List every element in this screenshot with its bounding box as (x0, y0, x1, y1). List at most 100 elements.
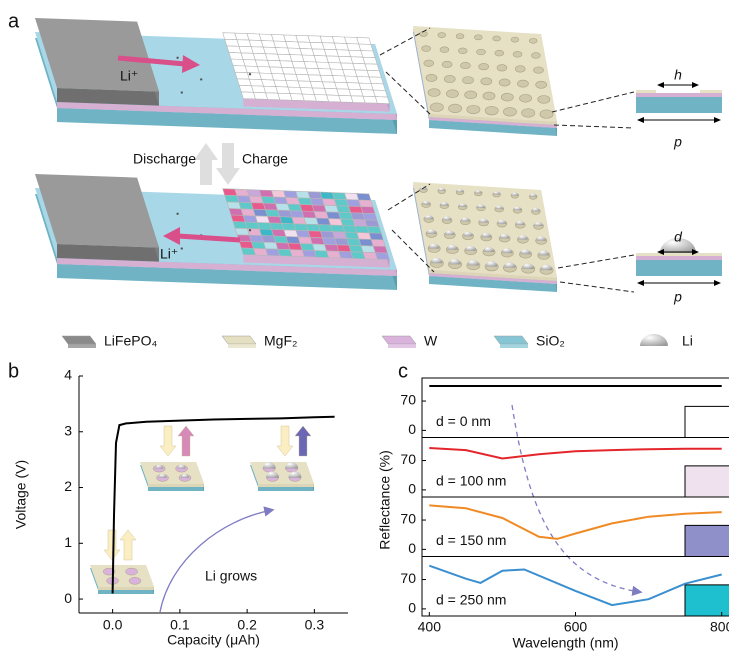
grid-cell (261, 41, 275, 48)
grid-cell (251, 242, 265, 249)
grid-cell (241, 92, 255, 99)
grid-cell (312, 205, 326, 212)
hole (444, 75, 455, 82)
y-tick-label: 1 (64, 534, 72, 550)
hole (534, 67, 544, 73)
panel-label: a (8, 10, 20, 32)
connector (552, 92, 634, 112)
hole (420, 31, 428, 36)
hole (426, 74, 437, 81)
hole (428, 89, 440, 97)
grid-cell (341, 219, 355, 226)
charge-label: Charge (242, 151, 288, 167)
grid-cell (286, 237, 300, 244)
light-arrow (160, 426, 176, 456)
layer (636, 93, 722, 97)
box-front (98, 590, 154, 594)
grid-cell (359, 83, 373, 90)
y-axis-label: Reflectance (%) (377, 450, 393, 550)
layer (636, 97, 722, 113)
dot (181, 91, 183, 93)
inset-label: h (674, 67, 682, 83)
hole (497, 65, 507, 71)
hole (656, 90, 700, 93)
color-swatch (685, 466, 729, 497)
hole (126, 568, 138, 575)
hole (511, 37, 519, 42)
box-top (140, 462, 204, 484)
box-front (148, 484, 204, 487)
grid-cell (302, 94, 316, 101)
hole (477, 49, 486, 55)
grid-cell (264, 242, 278, 249)
grid-cell (363, 213, 377, 220)
grid-cell (359, 44, 373, 51)
connector (560, 282, 634, 292)
grid-cell (322, 43, 336, 50)
hole (129, 577, 141, 584)
grid-cell (361, 207, 375, 214)
grid-cell (375, 253, 389, 260)
panel-label: c (398, 360, 408, 382)
dot (176, 213, 178, 215)
y-tick-label: 0 (64, 590, 72, 606)
hole (440, 47, 449, 53)
annotation: d = 100 nm (436, 473, 506, 489)
data-line (429, 448, 721, 459)
grid-cell (359, 239, 373, 246)
grid-cell (284, 35, 298, 42)
grid-cell (367, 70, 381, 77)
box-front (98, 587, 154, 590)
legend-swatch (500, 344, 528, 348)
grid-cell (371, 240, 385, 247)
grid-cell (227, 46, 241, 53)
hole (495, 50, 504, 56)
grid-cell (363, 57, 377, 64)
grid-cell (373, 90, 387, 97)
legend-swatch (388, 344, 416, 348)
y-tick-label: 70 (400, 392, 416, 408)
hole (456, 34, 464, 39)
y-axis-label: Voltage (V) (13, 460, 29, 529)
hole (422, 46, 431, 52)
y-tick-label: 2 (64, 478, 72, 494)
grid-cell (365, 64, 379, 71)
hole (430, 103, 443, 112)
light-arrow (277, 426, 293, 456)
y-tick-label: 0 (408, 481, 416, 497)
hole (520, 94, 532, 102)
dot (200, 78, 202, 80)
hole (460, 62, 470, 68)
figure: a b c Li⁺ Li⁺ Discharge Charge h p d p L… (0, 0, 729, 652)
color-swatch (685, 525, 729, 556)
annotation: d = 150 nm (436, 532, 506, 548)
y-tick-label: 70 (400, 511, 416, 527)
y-tick-label: 0 (408, 421, 416, 437)
hole (467, 105, 480, 114)
grid-cell (274, 80, 288, 87)
legend-label: MgF₂ (264, 333, 297, 349)
legend-swatch (494, 336, 528, 344)
x-tick-label: 0.2 (237, 617, 257, 633)
x-tick-label: 800 (710, 619, 729, 635)
hole (515, 66, 525, 72)
grid-cell (314, 251, 328, 258)
grid-cell (235, 228, 249, 235)
legend-swatch (68, 344, 96, 348)
legend-label: LiFePO₄ (104, 333, 157, 349)
hole (513, 51, 522, 57)
grid-cell (286, 81, 300, 88)
grid-cell (318, 225, 332, 232)
grid-cell (361, 51, 375, 58)
grid-cell (257, 67, 271, 74)
grid-cell (357, 37, 371, 44)
grid-cell (278, 210, 292, 217)
grid-cell (337, 245, 351, 252)
hole (465, 91, 477, 99)
y-tick-label: 0 (408, 540, 416, 556)
hole (481, 78, 492, 85)
grid-cell (318, 69, 332, 76)
grid-cell (325, 244, 339, 251)
hole (448, 104, 461, 113)
grid-cell (345, 37, 359, 44)
